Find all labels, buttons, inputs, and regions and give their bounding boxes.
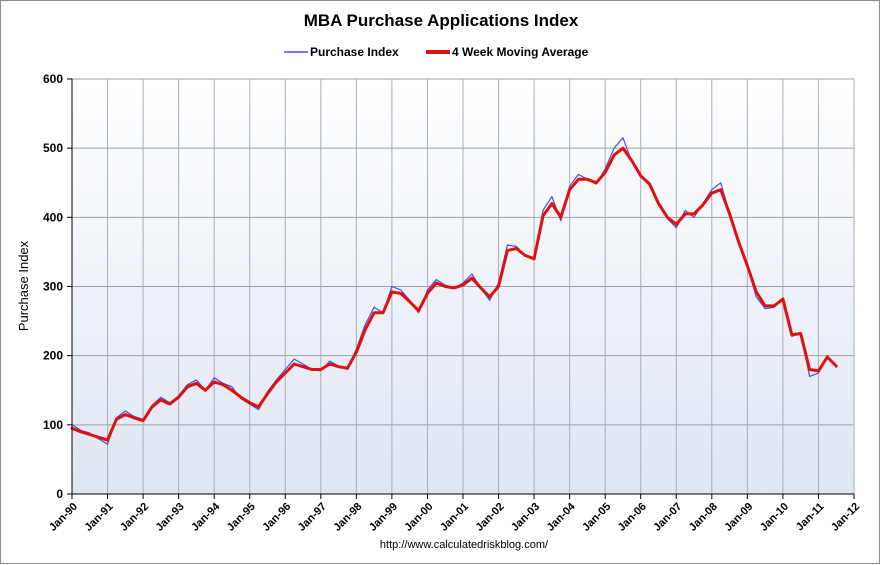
chart-title: MBA Purchase Applications Index — [304, 11, 579, 30]
x-tick-label: Jan-97 — [296, 501, 329, 534]
x-tick-label: Jan-95 — [225, 501, 258, 534]
y-tick-label: 600 — [43, 72, 63, 86]
series-line-moving-average — [70, 146, 838, 442]
x-tick-label: Jan-03 — [509, 501, 542, 534]
x-tick-label: Jan-05 — [580, 501, 613, 534]
y-tick-label: 100 — [43, 418, 63, 432]
x-tick-label: Jan-11 — [794, 501, 827, 534]
grid — [72, 78, 855, 494]
x-tick-label: Jan-96 — [260, 501, 293, 534]
x-tick-label: Jan-99 — [367, 501, 400, 534]
y-tick-label: 0 — [56, 487, 63, 501]
x-tick-label: Jan-10 — [758, 501, 791, 534]
y-tick-label: 300 — [43, 280, 63, 294]
x-tick-label: Jan-08 — [687, 501, 720, 534]
y-tick-label: 200 — [43, 349, 63, 363]
axes — [67, 78, 855, 499]
x-tick-label: Jan-01 — [438, 501, 471, 534]
legend: Purchase Index 4 Week Moving Average — [284, 45, 589, 59]
y-tick-label: 500 — [43, 141, 63, 155]
y-ticks: 0 100 200 300 400 500 600 — [43, 72, 63, 501]
x-tick-label: Jan-92 — [118, 501, 151, 534]
series-layer — [70, 137, 838, 445]
x-tick-label: Jan-93 — [154, 501, 187, 534]
source-url: http://www.calculatedriskblog.com/ — [380, 539, 549, 551]
legend-label-moving-average: 4 Week Moving Average — [452, 45, 589, 59]
x-tick-label: Jan-98 — [331, 501, 364, 534]
y-tick-label: 400 — [43, 210, 63, 224]
x-tick-label: Jan-90 — [47, 501, 80, 534]
x-tick-label: Jan-02 — [474, 501, 507, 534]
y-axis-label: Purchase Index — [16, 240, 31, 331]
x-tick-label: Jan-06 — [616, 501, 649, 534]
x-tick-label: Jan-91 — [83, 501, 116, 534]
x-tick-label: Jan-09 — [722, 501, 755, 534]
x-tick-label: Jan-04 — [545, 500, 579, 534]
x-ticks: Jan-90 Jan-91 Jan-92 Jan-93 Jan-94 Jan-95 Jan-… — [47, 500, 862, 534]
x-tick-label: Jan-00 — [402, 501, 435, 534]
x-tick-label: Jan-94 — [189, 500, 223, 534]
x-tick-label: Jan-12 — [829, 501, 862, 534]
legend-label-purchase-index: Purchase Index — [310, 45, 399, 59]
x-tick-label: Jan-07 — [651, 501, 684, 534]
